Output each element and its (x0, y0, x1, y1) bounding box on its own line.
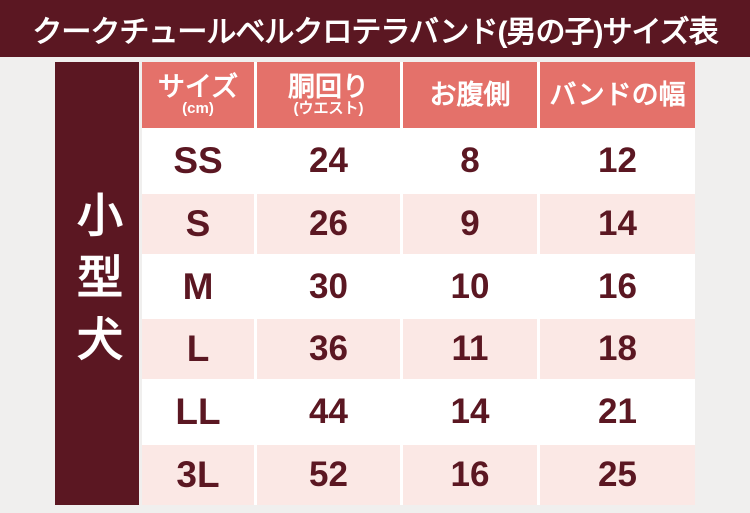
col-header-belly: お腹側 (403, 62, 537, 128)
cell-waist-m: 30 (257, 256, 400, 317)
size-table: 小型犬 サイズ (cm) 胴回り (ウエスト) お腹側 バンドの幅 SS 24 … (55, 62, 695, 505)
dog-group-text: 小型犬 (71, 190, 123, 377)
cell-size-m: M (142, 256, 254, 317)
cell-size-ll: LL (142, 382, 254, 443)
cell-band-l: 18 (540, 319, 695, 380)
cell-band-s: 14 (540, 193, 695, 254)
cell-size-l: L (142, 319, 254, 380)
cell-size-ss: SS (142, 131, 254, 191)
cell-waist-ll: 44 (257, 382, 400, 443)
col-header-size: サイズ (cm) (142, 62, 254, 128)
cell-belly-ss: 8 (403, 131, 537, 191)
page-title-bar: クークチュールベルクロテラバンド(男の子)サイズ表 (0, 0, 750, 57)
col-header-band-width: バンドの幅 (540, 62, 695, 128)
cell-waist-ss: 24 (257, 131, 400, 191)
cell-size-s: S (142, 193, 254, 254)
col-header-size-main: サイズ (157, 71, 239, 102)
cell-belly-s: 9 (403, 193, 537, 254)
cell-belly-3l: 16 (403, 445, 537, 505)
cell-waist-s: 26 (257, 193, 400, 254)
col-header-waist-main: 胴回り (288, 71, 369, 102)
cell-belly-ll: 14 (403, 382, 537, 443)
cell-belly-m: 10 (403, 256, 537, 317)
col-header-waist-sub: (ウエスト) (293, 100, 364, 118)
cell-band-m: 16 (540, 256, 695, 317)
cell-waist-3l: 52 (257, 445, 400, 505)
cell-belly-l: 11 (403, 319, 537, 380)
cell-waist-l: 36 (257, 319, 400, 380)
col-header-band-width-main: バンドの幅 (549, 79, 686, 110)
dog-group-label: 小型犬 (55, 62, 139, 505)
page-title: クークチュールベルクロテラバンド(男の子)サイズ表 (32, 15, 718, 49)
cell-band-ss: 12 (540, 131, 695, 191)
cell-band-3l: 25 (540, 445, 695, 505)
col-header-size-sub: (cm) (182, 100, 214, 118)
cell-size-3l: 3L (142, 445, 254, 505)
col-header-belly-main: お腹側 (429, 79, 511, 110)
cell-band-ll: 21 (540, 382, 695, 443)
col-header-waist: 胴回り (ウエスト) (257, 62, 400, 128)
size-grid: サイズ (cm) 胴回り (ウエスト) お腹側 バンドの幅 SS 24 8 12… (142, 62, 695, 505)
